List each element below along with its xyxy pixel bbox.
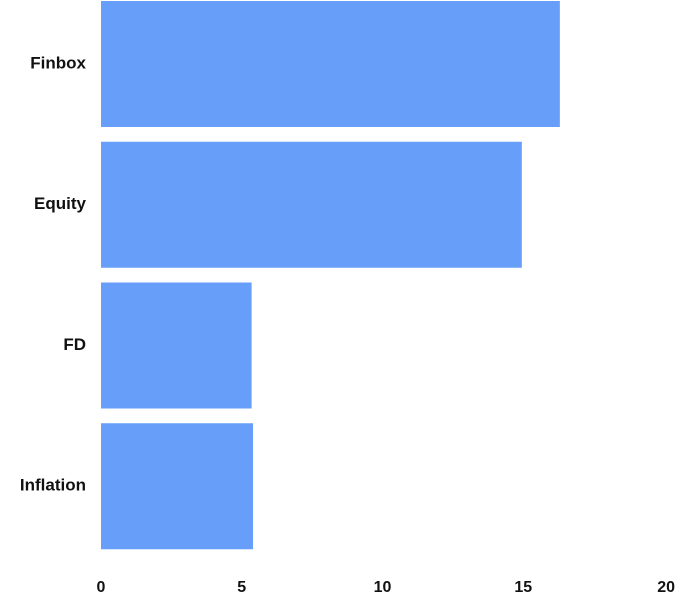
x-tick-label-15: 15 (514, 579, 532, 596)
category-label-fd: FD (63, 335, 86, 354)
bar-inflation (101, 423, 254, 550)
x-tick-label-10: 10 (374, 579, 392, 596)
x-axis-ticks: 0 5 10 15 20 (97, 579, 676, 596)
bar-fd (101, 282, 252, 409)
bar-equity (101, 141, 522, 268)
x-tick-label-20: 20 (657, 579, 675, 596)
category-labels: Finbox Equity FD Inflation (20, 53, 87, 494)
bar-finbox (101, 1, 560, 127)
category-label-inflation: Inflation (20, 476, 86, 495)
x-tick-label-5: 5 (237, 579, 246, 596)
x-tick-label-0: 0 (97, 579, 106, 596)
bars-group (101, 1, 560, 550)
category-label-finbox: Finbox (30, 53, 86, 72)
category-label-equity: Equity (34, 194, 86, 213)
